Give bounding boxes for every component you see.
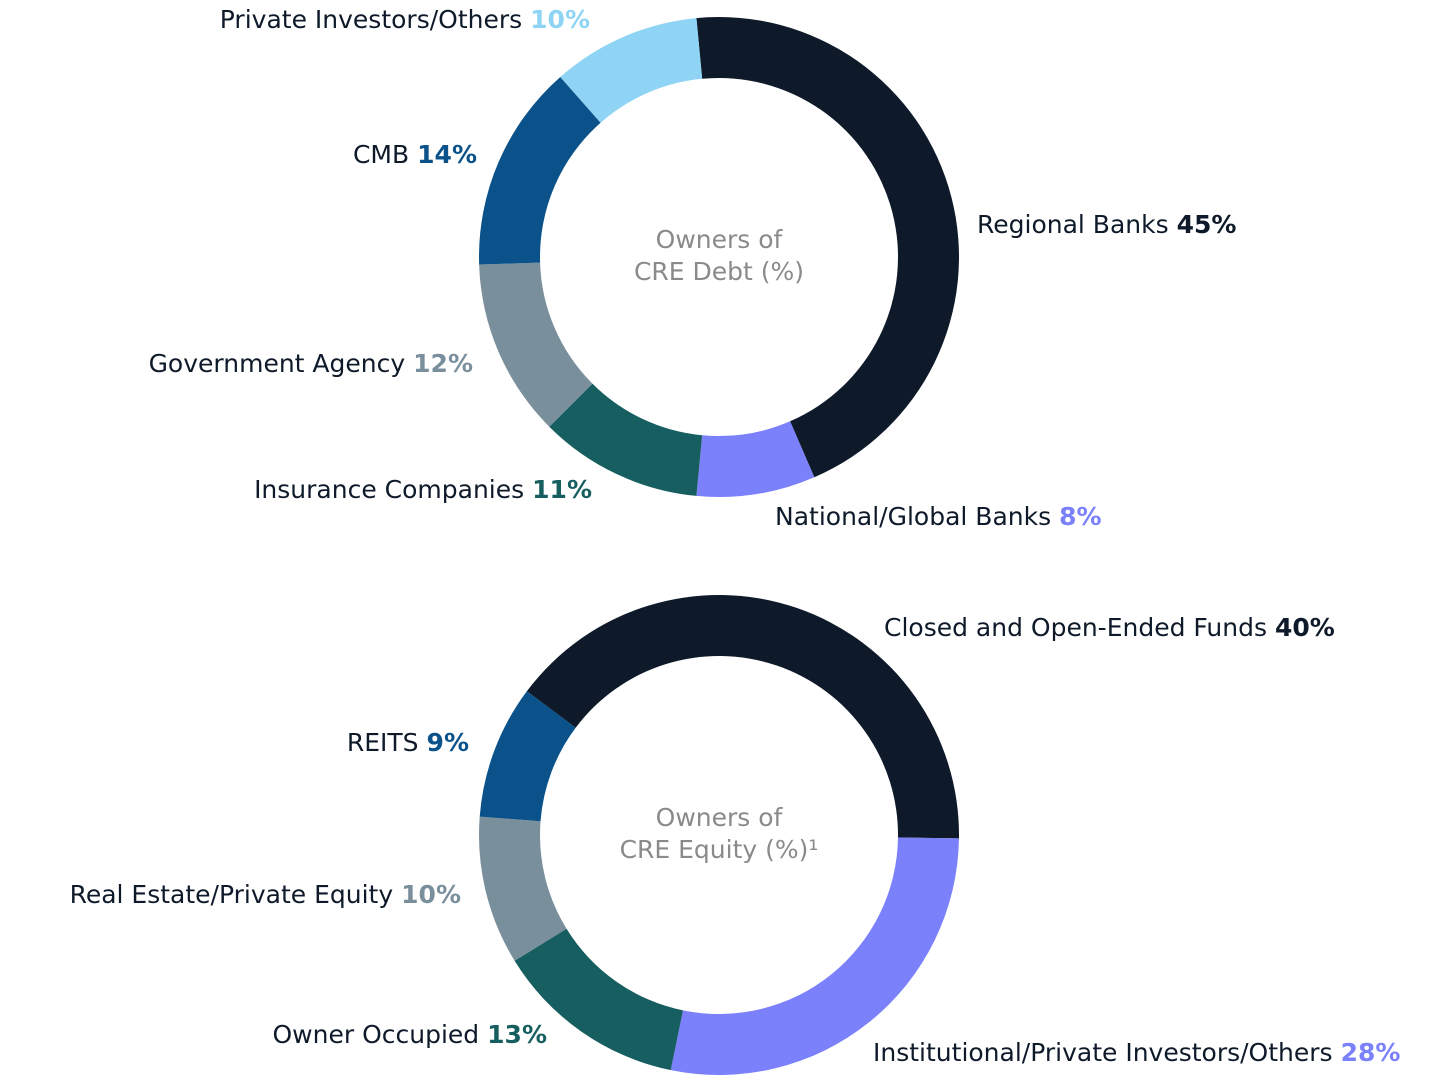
- donut-segment: [549, 383, 703, 496]
- segment-label: Owner Occupied 13%: [273, 1020, 548, 1049]
- value-label: 10%: [530, 5, 590, 34]
- category-label: REITS: [347, 728, 419, 757]
- segment-label: National/Global Banks 8%: [775, 502, 1102, 531]
- segment-label: Institutional/Private Investors/Others 28…: [873, 1038, 1400, 1067]
- segment-label: Real Estate/Private Equity 10%: [70, 880, 461, 909]
- segment-label: Private Investors/Others 10%: [220, 5, 590, 34]
- center-label: Owners of: [656, 803, 784, 832]
- category-label: Insurance Companies: [254, 475, 524, 504]
- segment-label: Closed and Open-Ended Funds 40%: [884, 613, 1335, 642]
- category-label: National/Global Banks: [775, 502, 1051, 531]
- value-label: 9%: [427, 728, 469, 757]
- category-label: CMB: [353, 140, 409, 169]
- category-label: Private Investors/Others: [220, 5, 522, 34]
- value-label: 40%: [1275, 613, 1335, 642]
- category-label: Regional Banks: [977, 210, 1169, 239]
- value-label: 10%: [401, 880, 461, 909]
- donut-segment: [696, 421, 815, 498]
- category-label: Institutional/Private Investors/Others: [873, 1038, 1333, 1067]
- donut-segment: [560, 18, 703, 123]
- donut-segment: [670, 837, 959, 1075]
- segment-label: Regional Banks 45%: [977, 210, 1236, 239]
- value-label: 11%: [532, 475, 592, 504]
- segment-label: Government Agency 12%: [149, 349, 473, 378]
- segment-label: Insurance Companies 11%: [254, 475, 592, 504]
- value-label: 45%: [1177, 210, 1237, 239]
- donut-segment: [479, 262, 593, 427]
- center-label: Owners of: [656, 225, 784, 254]
- value-label: 12%: [413, 349, 473, 378]
- category-label: Closed and Open-Ended Funds: [884, 613, 1267, 642]
- category-label: Government Agency: [149, 349, 406, 378]
- value-label: 28%: [1341, 1038, 1401, 1067]
- value-label: 14%: [417, 140, 477, 169]
- center-label: CRE Equity (%)¹: [620, 835, 819, 864]
- donut-segment: [479, 76, 601, 265]
- donut-segment: [696, 16, 960, 478]
- segment-label: CMB 14%: [353, 140, 477, 169]
- donut-segment: [514, 928, 684, 1071]
- donut-segment: [479, 691, 576, 822]
- category-label: Owner Occupied: [273, 1020, 480, 1049]
- segment-label: REITS 9%: [347, 728, 469, 757]
- category-label: Real Estate/Private Equity: [70, 880, 394, 909]
- donut-segment: [526, 595, 959, 839]
- donut-segment: [479, 816, 567, 961]
- value-label: 13%: [487, 1020, 547, 1049]
- center-label: CRE Debt (%): [634, 257, 804, 286]
- value-label: 8%: [1059, 502, 1101, 531]
